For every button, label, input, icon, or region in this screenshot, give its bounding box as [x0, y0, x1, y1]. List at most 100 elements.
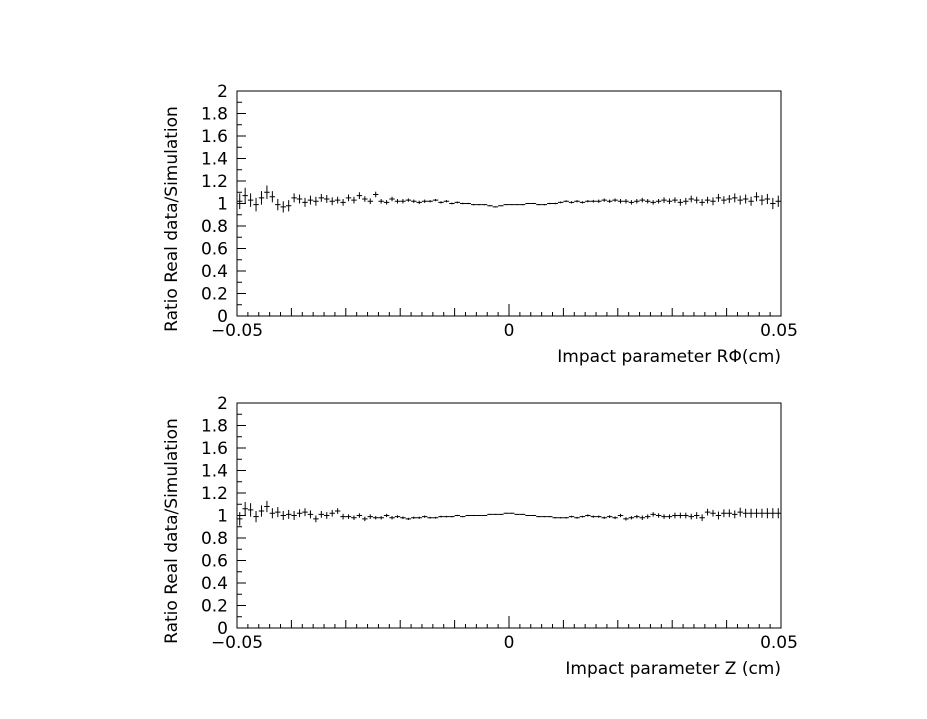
data-point — [617, 199, 624, 204]
data-point — [383, 513, 390, 518]
y-tick-labels: 0 0.2 0.4 0.6 0.8 1 1.2 1.4 1.6 1.8 2 — [201, 82, 228, 327]
data-point — [416, 516, 422, 519]
data-point — [438, 201, 444, 204]
data-point — [601, 198, 607, 202]
data-point — [525, 202, 531, 205]
data-point — [285, 200, 292, 212]
data-point — [454, 201, 461, 204]
data-point — [514, 204, 520, 206]
data-point — [552, 517, 558, 519]
data-point — [666, 514, 673, 519]
data-point — [351, 515, 357, 520]
data-point — [612, 198, 618, 202]
data-point — [476, 515, 482, 516]
data-point — [264, 500, 270, 513]
data-point — [503, 204, 509, 206]
x-tick-label: 0 — [504, 633, 515, 653]
y-tick-label: 2 — [217, 82, 228, 102]
x-axis-title: Impact parameter RΦ(cm) — [557, 347, 781, 367]
data-point — [247, 503, 254, 517]
data-point — [612, 516, 618, 520]
data-point — [340, 199, 346, 206]
data-point — [378, 516, 384, 520]
data-point — [487, 205, 493, 207]
x-tick-label: 0.05 — [760, 321, 798, 341]
data-point — [574, 200, 580, 203]
data-point — [661, 514, 667, 519]
data-point — [324, 195, 330, 203]
data-point — [530, 202, 537, 205]
data-point — [400, 516, 406, 520]
data-point — [655, 513, 662, 518]
data-point — [432, 199, 439, 202]
data-point — [726, 509, 733, 518]
data-point — [579, 515, 586, 518]
data-point — [237, 193, 243, 210]
data-point — [683, 197, 689, 205]
data-point — [285, 509, 292, 519]
data-point — [721, 196, 727, 205]
y-tick-labels: 0 0.2 0.4 0.6 0.8 1 1.2 1.4 1.6 1.8 2 — [201, 394, 228, 639]
data-point — [672, 197, 678, 203]
data-point — [329, 509, 335, 517]
data-point — [530, 515, 537, 516]
y-tick-label: 1.2 — [201, 484, 228, 504]
data-point — [699, 199, 705, 206]
data-point — [324, 512, 330, 519]
data-point — [568, 515, 575, 518]
data-point — [421, 199, 428, 203]
data-point — [672, 512, 678, 519]
data-point — [280, 511, 286, 520]
data-point — [362, 196, 368, 202]
data-point — [481, 515, 488, 516]
data-point — [247, 193, 254, 207]
data-point — [536, 204, 542, 206]
data-point — [737, 507, 743, 517]
data-point — [269, 508, 276, 519]
data-point — [291, 511, 297, 520]
data-point — [302, 197, 308, 207]
data-point — [383, 200, 390, 205]
data-points — [237, 185, 781, 213]
data-point — [351, 196, 357, 204]
data-point — [253, 511, 259, 523]
data-point — [628, 200, 635, 205]
data-point — [770, 197, 776, 210]
data-point — [449, 202, 455, 205]
data-point — [356, 513, 363, 518]
data-point — [693, 196, 700, 204]
y-tick-label: 1.2 — [201, 172, 228, 192]
data-point — [460, 202, 466, 205]
data-point — [596, 515, 602, 518]
data-point — [759, 508, 765, 518]
data-point — [509, 204, 515, 206]
data-point — [460, 516, 466, 518]
data-point — [394, 515, 401, 518]
data-point — [313, 196, 319, 206]
data-point — [759, 195, 765, 206]
data-point — [264, 185, 270, 199]
data-point — [258, 191, 265, 205]
data-point — [275, 199, 281, 211]
y-axis-title: Ratio Real data/Simulation — [162, 106, 182, 332]
y-tick-label: 0 — [217, 307, 228, 327]
axis-ticks — [236, 402, 782, 629]
plot-frame — [236, 90, 782, 317]
data-point — [639, 515, 645, 520]
data-point — [732, 193, 738, 203]
data-point — [645, 199, 651, 204]
y-tick-label: 0.4 — [201, 574, 228, 594]
y-tick-label: 1.8 — [201, 417, 228, 437]
data-point — [416, 200, 422, 205]
data-point — [650, 512, 656, 517]
data-point — [585, 514, 591, 517]
data-point — [677, 512, 684, 519]
y-axis-title: Ratio Real data/Simulation — [162, 418, 182, 644]
data-point — [373, 191, 379, 198]
y-tick-label: 1.6 — [201, 127, 228, 147]
data-point — [367, 198, 373, 205]
data-point — [775, 508, 781, 519]
data-point — [362, 516, 368, 522]
y-tick-label: 1.4 — [201, 462, 228, 482]
